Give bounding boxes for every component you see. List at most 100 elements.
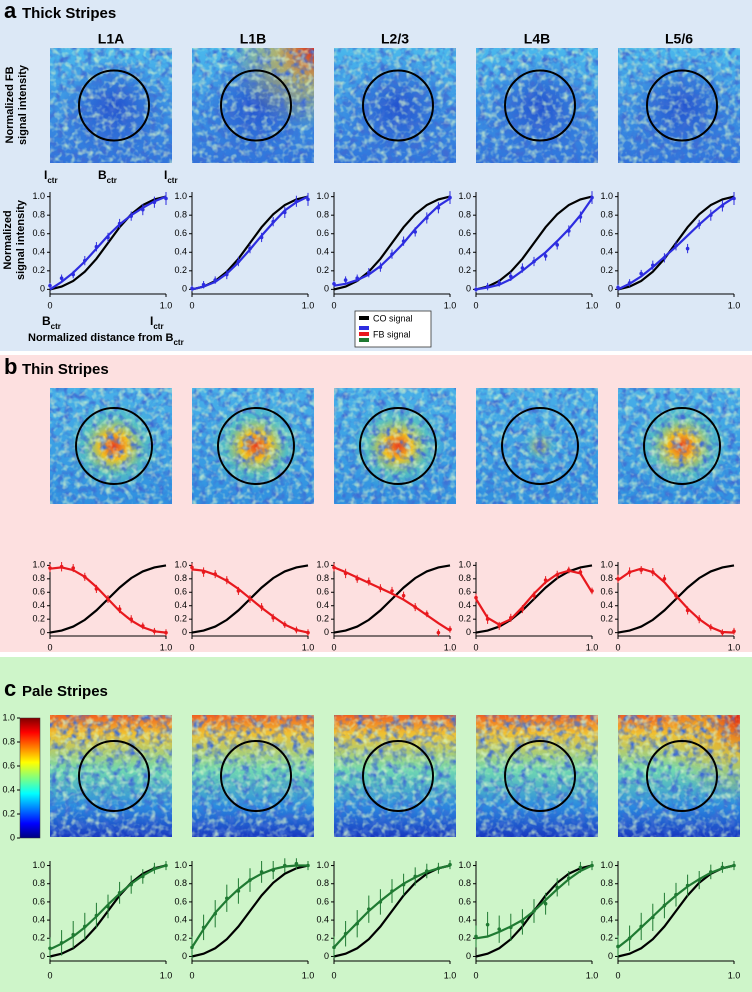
y-label: Normalized (2, 210, 14, 269)
y-tick-label: 0.8 (458, 878, 471, 888)
x-tick-label: 0 (473, 642, 478, 652)
data-point (732, 629, 736, 634)
y-tick-label: 1.0 (32, 560, 45, 570)
data-point (616, 577, 620, 581)
data-point (94, 913, 99, 918)
co-curve (333, 195, 451, 291)
y-tick-label: 0.4 (174, 914, 187, 924)
data-point (378, 265, 383, 269)
data-point (485, 284, 490, 289)
y-tick-label: 0.8 (32, 573, 45, 583)
column-header: L1A (98, 31, 124, 47)
x-tick-label: 1.0 (160, 300, 173, 310)
data-point (129, 617, 133, 621)
data-point (213, 278, 217, 282)
y-tick-label: 0 (324, 951, 329, 961)
y-tick-label: 0.8 (458, 573, 471, 583)
y-tick-label: 0.2 (600, 933, 613, 943)
y-tick-label: 0 (608, 627, 613, 637)
data-point (343, 931, 348, 936)
data-point (71, 272, 75, 277)
data-point (485, 617, 490, 621)
x-tick-label: 0 (473, 300, 478, 310)
legend-label: CO signal (373, 313, 413, 323)
data-point (651, 263, 655, 268)
data-point (201, 282, 206, 287)
panel-title: Thick Stripes (22, 5, 116, 22)
data-point (106, 904, 110, 909)
colorbar-tick-label: 0.6 (2, 760, 15, 770)
data-point (590, 863, 594, 868)
data-point (436, 866, 441, 871)
y-tick-label: 1.0 (600, 860, 613, 870)
y-tick-label: 0.6 (458, 896, 471, 906)
y-tick-label: 0.6 (174, 587, 187, 597)
data-point (164, 863, 168, 868)
data-point (425, 216, 429, 220)
x-tick-label: 0 (189, 970, 194, 980)
data-point (474, 934, 478, 939)
heatmap-noise (618, 48, 740, 163)
x-label: Normalized distance from Bctr (28, 332, 184, 347)
roi-circle (217, 407, 295, 485)
data-point (543, 254, 548, 258)
y-tick-label: 0 (40, 627, 45, 637)
roi-circle (359, 407, 437, 485)
panel-letter: b (4, 354, 17, 379)
y-tick-label: 0.8 (600, 573, 613, 583)
roi-circle (643, 407, 721, 485)
data-point (674, 892, 678, 897)
data-point (509, 274, 513, 279)
data-point (129, 882, 133, 887)
y-tick-label: 0.2 (32, 614, 45, 624)
y-tick-label: 0.6 (458, 587, 471, 597)
data-point (627, 936, 632, 941)
data-point (201, 925, 206, 930)
x-label-base: Normalized distance from B (28, 332, 174, 344)
colorbar-tick-label: 0.8 (2, 736, 15, 746)
x-tick-label: 0 (47, 300, 52, 310)
x-tick-label: 1.0 (444, 970, 457, 980)
annotation-base: I (164, 168, 167, 182)
y-tick-label: 0.8 (600, 210, 613, 220)
legend-swatch (359, 338, 369, 342)
data-point (83, 258, 87, 263)
column-header: L1B (240, 31, 266, 47)
data-point (497, 927, 502, 931)
data-point (141, 874, 145, 879)
data-point (225, 578, 229, 582)
annotation: Bctr (98, 168, 117, 184)
legend-label: FB signal (373, 329, 411, 339)
y-tick-label: 0 (466, 951, 471, 961)
y-tick-label: 0.4 (174, 247, 187, 257)
data-point (390, 252, 394, 256)
data-point (674, 243, 678, 248)
y-tick-label: 0.2 (600, 265, 613, 275)
data-point (225, 272, 229, 277)
y-tick-label: 1.0 (174, 191, 187, 201)
y-tick-label: 1.0 (174, 860, 187, 870)
x-tick-label: 0 (473, 970, 478, 980)
y-tick-label: 0.6 (32, 587, 45, 597)
x-tick-label: 0 (331, 642, 336, 652)
data-point (294, 628, 299, 632)
data-point (259, 605, 264, 609)
data-point (306, 197, 310, 202)
x-tick-label: 1.0 (728, 970, 741, 980)
x-tick-label: 1.0 (728, 642, 741, 652)
data-point (59, 941, 64, 945)
data-point (720, 630, 725, 635)
panel-title: Pale Stripes (22, 683, 108, 700)
data-point (448, 627, 452, 632)
data-point (520, 266, 525, 270)
colorbar-tick-label: 0.4 (2, 784, 15, 794)
data-point (662, 903, 667, 908)
data-point (48, 566, 52, 570)
y-tick-label: 0.8 (174, 210, 187, 220)
data-point (448, 862, 452, 867)
data-point (567, 876, 571, 881)
y-tick-label: 0.8 (600, 878, 613, 888)
data-point (271, 616, 276, 620)
data-point (720, 204, 725, 208)
data-point (543, 578, 548, 582)
